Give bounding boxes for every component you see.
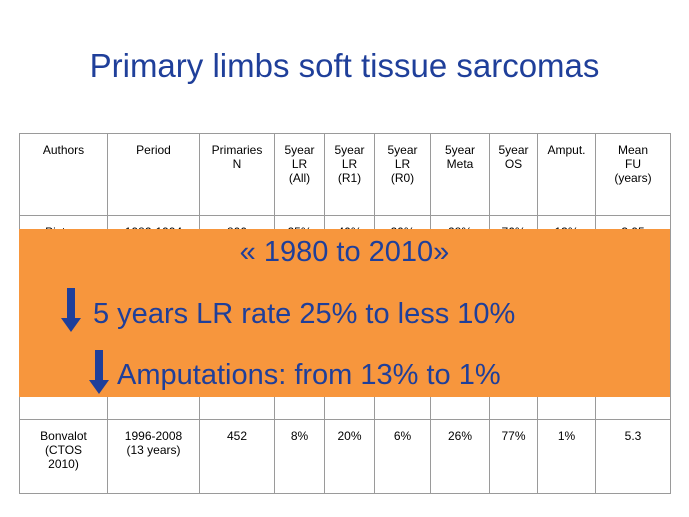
table-cell: 452: [199, 419, 275, 494]
header-authors: Authors: [19, 133, 108, 216]
table-cell: 1%: [537, 419, 596, 494]
overlay-period-text: « 1980 to 2010»: [239, 236, 450, 268]
table-cell: 1996-2008 (13 years): [107, 419, 200, 494]
table-cell: 6%: [374, 419, 431, 494]
arrow-down-icon: [89, 350, 109, 394]
overlay-amputation-text: Amputations: from 13% to 1%: [117, 359, 501, 391]
table-header-row: Authors Period Primaries N 5year LR (All…: [19, 133, 671, 216]
header-lr-r1: 5year LR (R1): [324, 133, 375, 216]
highlight-overlay: « 1980 to 2010» 5 years LR rate 25% to l…: [19, 229, 670, 397]
arrow-down-icon: [61, 288, 81, 332]
table-cell: 26%: [430, 419, 490, 494]
overlay-lr-text: 5 years LR rate 25% to less 10%: [93, 298, 516, 330]
header-mean-fu: Mean FU (years): [595, 133, 671, 216]
table-cell: Bonvalot (CTOS 2010): [19, 419, 108, 494]
header-os: 5year OS: [489, 133, 538, 216]
header-lr-all: 5year LR (All): [274, 133, 325, 216]
table-cell: 77%: [489, 419, 538, 494]
slide-title: Primary limbs soft tissue sarcomas: [89, 47, 600, 84]
header-lr-r0: 5year LR (R0): [374, 133, 431, 216]
table-row: Bonvalot (CTOS 2010) 1996-2008 (13 years…: [19, 419, 671, 494]
header-period: Period: [107, 133, 200, 216]
header-amput: Amput.: [537, 133, 596, 216]
table-cell: 8%: [274, 419, 325, 494]
table-cell: 20%: [324, 419, 375, 494]
table-cell: 5.3: [595, 419, 671, 494]
header-meta: 5year Meta: [430, 133, 490, 216]
header-primaries: Primaries N: [199, 133, 275, 216]
